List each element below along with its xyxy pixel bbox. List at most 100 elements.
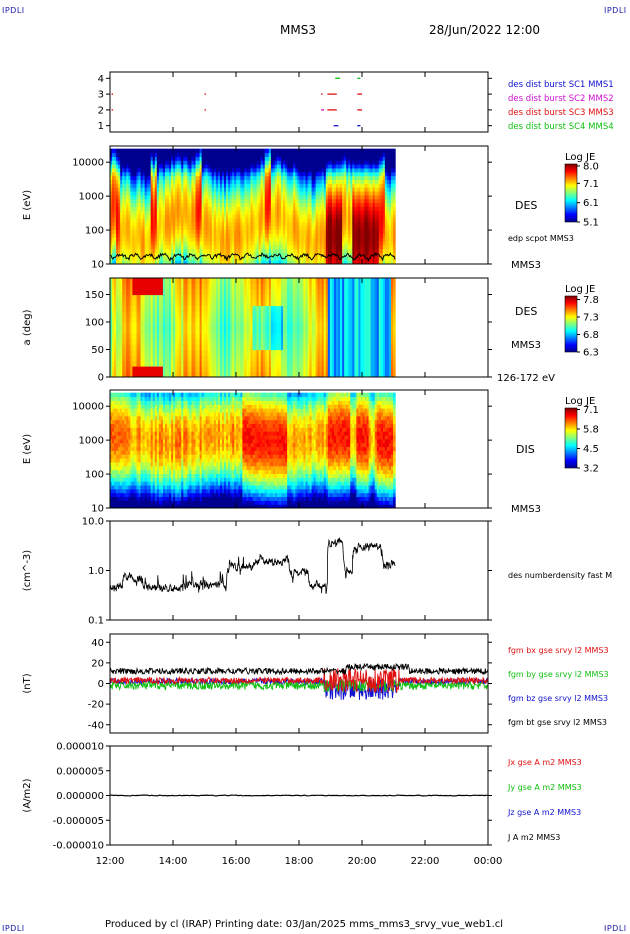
spectrogram-cell (171, 283, 174, 290)
spectrogram-cell (171, 371, 174, 377)
spectrogram-cell (238, 244, 241, 250)
spectrogram-cell (134, 175, 138, 181)
spectrogram-cell (256, 194, 260, 200)
spectrogram-cell (352, 179, 355, 184)
spectrogram-cell (112, 294, 115, 301)
spectrogram-cell (315, 164, 319, 169)
spectrogram-cell (336, 221, 339, 227)
spectrogram-cell (146, 371, 150, 377)
spectrogram-cell (285, 152, 288, 157)
spectrogram-cell (264, 206, 268, 211)
spectrogram-cell (378, 229, 382, 234)
spectrogram-cell (221, 164, 225, 169)
spectrogram-cell (211, 217, 215, 223)
spectrogram-cell (164, 217, 168, 223)
spectrogram-cell (156, 221, 160, 227)
spectrogram-cell (189, 294, 193, 301)
spectrogram-cell (112, 283, 115, 290)
spectrogram-cell (354, 202, 357, 207)
spectrogram-cell (177, 221, 180, 227)
spectrogram-cell (179, 214, 182, 219)
spectrogram-cell (150, 278, 154, 285)
spectrogram-cell (244, 221, 248, 227)
spectrogram-cell (146, 202, 150, 207)
spectrogram-cell (325, 260, 329, 264)
spectrogram-cell (301, 237, 305, 242)
spectrogram-cell (177, 260, 180, 264)
spectrogram-cell (372, 233, 376, 238)
spectrogram-cell (183, 183, 186, 188)
spectrogram-cell (158, 217, 162, 223)
spectrogram-cell (291, 229, 294, 234)
spectrogram-cell (354, 260, 357, 264)
spectrogram-cell (189, 217, 193, 223)
spectrogram-cell (120, 171, 123, 177)
spectrogram-cell (140, 221, 144, 227)
spectrogram-cell (317, 202, 321, 207)
spectrogram-cell (242, 252, 245, 257)
spectrogram-cell (236, 194, 239, 200)
spectrogram-cell (120, 229, 123, 234)
spectrogram-cell (301, 198, 305, 204)
spectrogram-cell (146, 156, 150, 161)
spectrogram-cell (228, 210, 231, 215)
spectrogram-cell (382, 240, 386, 246)
spectrogram-cell (329, 167, 333, 173)
spectrogram-cell (309, 260, 313, 264)
spectrogram-cell (150, 206, 154, 211)
spectrogram-cell (116, 202, 119, 207)
spectrogram-cell (256, 152, 260, 157)
spectrogram-cell (158, 183, 162, 188)
spectrogram-cell (246, 206, 250, 211)
spectrogram-cell (323, 229, 327, 234)
spectrogram-cell (215, 167, 219, 173)
spectrogram-cell (246, 198, 250, 204)
spectrogram-cell (360, 240, 364, 246)
spectrogram-cell (293, 229, 296, 234)
spectrogram-cell (321, 175, 325, 181)
spectrogram-cell (156, 260, 160, 264)
spectrogram-cell (162, 311, 166, 318)
spectrogram-cell (309, 179, 313, 184)
spectrogram-cell (116, 248, 119, 254)
spectrogram-cell (391, 233, 394, 238)
spectrogram-cell (181, 194, 184, 200)
spectrogram-cell (384, 244, 388, 250)
spectrogram-cell (213, 202, 217, 207)
spectrogram-cell (252, 237, 256, 242)
spectrogram-cell (221, 252, 225, 257)
spectrogram-cell (175, 175, 178, 181)
spectrogram-cell (150, 244, 154, 250)
spectrogram-cell (193, 160, 197, 165)
spectrogram-cell (331, 190, 335, 196)
spectrogram-cell (346, 160, 349, 165)
spectrogram-cell (193, 179, 197, 184)
spectrogram-cell (246, 183, 250, 188)
spectrogram-cell (118, 171, 121, 177)
spectrogram-cell (203, 214, 207, 219)
spectrogram-cell (331, 198, 335, 204)
spectrogram-cell (138, 214, 142, 219)
spectrogram-cell (134, 240, 138, 246)
spectrogram-cell (148, 294, 152, 301)
spectrogram-cell (264, 164, 268, 169)
spectrogram-cell (270, 233, 274, 238)
spectrogram-cell (207, 244, 211, 250)
spectrogram-cell (124, 167, 127, 173)
spectrogram-cell (173, 179, 176, 184)
spectrogram-cell (344, 240, 347, 246)
spectrogram-cell (152, 240, 156, 246)
spectrogram-cell (185, 187, 188, 192)
spectrogram-cell (124, 221, 127, 227)
spectrogram-cell (305, 237, 309, 242)
spectrogram-cell (250, 221, 254, 227)
spectrogram-cell (236, 167, 239, 173)
spectrogram-cell (162, 171, 166, 177)
spectrogram-cell (189, 194, 193, 200)
spectrogram-cell (244, 171, 248, 177)
spectrogram-cell (203, 171, 207, 177)
spectrogram-cell (230, 175, 233, 181)
spectrogram-cell (329, 252, 333, 257)
spectrogram-cell (321, 256, 325, 261)
spectrogram-cell (150, 179, 154, 184)
